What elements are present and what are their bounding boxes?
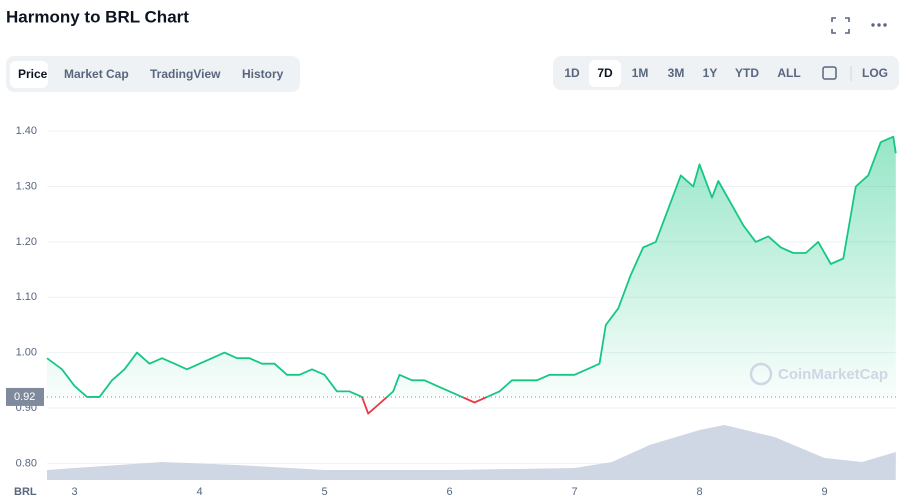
log-button[interactable]: LOG xyxy=(862,66,888,80)
range-bar xyxy=(553,56,899,90)
tab-active-bg xyxy=(10,61,48,88)
tab[interactable]: TradingView xyxy=(150,67,221,81)
tab-bar xyxy=(6,56,300,92)
currency-label: BRL xyxy=(14,486,37,498)
fullscreen-icon[interactable] xyxy=(831,17,850,34)
y-tick-label: 0.80 xyxy=(16,457,37,469)
reference-label: 0.92 xyxy=(14,391,35,403)
range-active-bg xyxy=(589,60,621,87)
x-tick-label: 6 xyxy=(446,486,452,498)
x-tick-label: 7 xyxy=(571,486,577,498)
y-tick-label: 1.20 xyxy=(16,236,37,248)
y-tick-label: 1.30 xyxy=(16,180,37,192)
price-area xyxy=(47,136,896,414)
watermark: CoinMarketCap xyxy=(778,366,888,383)
watermark-logo xyxy=(749,362,773,386)
tab[interactable]: History xyxy=(242,67,284,81)
tab[interactable]: Price xyxy=(18,67,48,81)
x-tick-label: 9 xyxy=(821,486,827,498)
calendar-icon[interactable] xyxy=(822,66,837,80)
chart-title: Harmony to BRL Chart xyxy=(6,7,189,26)
y-tick-label: 1.40 xyxy=(16,125,37,137)
range-button[interactable]: ALL xyxy=(777,66,800,80)
range-button[interactable]: 7D xyxy=(597,66,613,80)
range-button[interactable]: 1M xyxy=(632,66,649,80)
range-button[interactable]: 1Y xyxy=(703,66,718,80)
range-button[interactable]: 1D xyxy=(564,66,580,80)
more-icon[interactable] xyxy=(871,23,887,27)
reference-box xyxy=(6,387,44,406)
y-tick-label: 1.00 xyxy=(16,347,37,359)
price-line xyxy=(46,135,897,415)
x-tick-label: 4 xyxy=(196,486,202,498)
x-tick-label: 3 xyxy=(71,486,77,498)
y-tick-label: 1.10 xyxy=(16,291,37,303)
range-button[interactable]: 3M xyxy=(668,66,685,80)
volume-area xyxy=(47,425,896,480)
x-tick-label: 5 xyxy=(321,486,327,498)
range-button[interactable]: YTD xyxy=(735,66,759,80)
x-tick-label: 8 xyxy=(696,486,702,498)
tab[interactable]: Market Cap xyxy=(64,67,129,81)
